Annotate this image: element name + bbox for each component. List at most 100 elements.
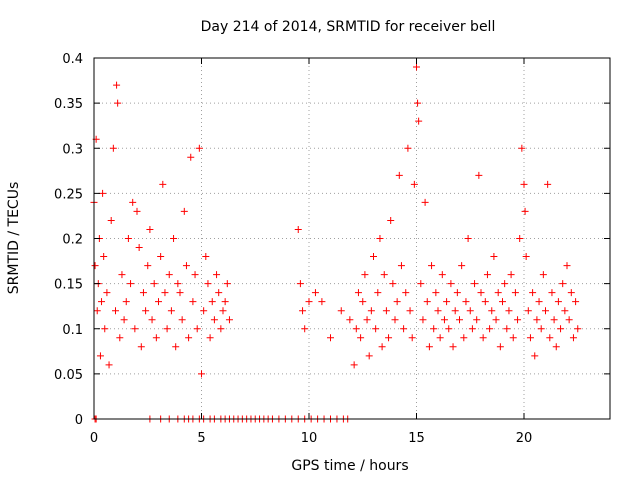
data-point — [423, 298, 431, 306]
data-point — [499, 298, 506, 306]
data-point — [380, 271, 388, 279]
data-point — [187, 153, 195, 161]
data-point — [430, 325, 438, 333]
data-point — [139, 289, 147, 297]
data-point — [554, 298, 562, 306]
data-point — [374, 289, 382, 297]
data-point — [529, 289, 537, 297]
data-point — [471, 280, 479, 288]
data-point — [198, 370, 205, 378]
data-point — [557, 325, 565, 333]
data-points — [90, 63, 582, 423]
data-point — [509, 334, 517, 342]
data-point — [395, 171, 403, 179]
data-point — [365, 352, 373, 360]
data-point — [440, 316, 448, 324]
data-point — [445, 325, 453, 333]
data-point — [346, 316, 354, 324]
data-point — [378, 343, 386, 351]
data-point — [337, 307, 345, 315]
data-point — [327, 334, 334, 342]
x-tick-label: 20 — [516, 431, 533, 446]
data-point — [105, 361, 113, 369]
data-point — [225, 316, 233, 324]
data-point — [391, 316, 399, 324]
data-point — [122, 298, 130, 306]
x-tick-label: 0 — [90, 431, 98, 446]
data-point — [174, 280, 182, 288]
data-point — [363, 316, 371, 324]
axis-ticks: 0 0.05 0.1 0.15 0.2 0.25 0.3 0.35 0.4 0 5 10 15 20 — [54, 52, 610, 446]
data-point — [406, 307, 414, 315]
data-point — [99, 189, 107, 197]
data-point — [456, 316, 463, 324]
data-point — [434, 307, 442, 315]
data-point — [217, 325, 225, 333]
data-point — [428, 262, 436, 270]
data-point — [299, 307, 307, 315]
data-point — [550, 316, 558, 324]
data-point — [370, 253, 377, 261]
data-point — [185, 334, 193, 342]
data-point — [511, 289, 519, 297]
chart-title: Day 214 of 2014, SRMTID for receiver bel… — [201, 19, 496, 35]
data-point — [516, 235, 524, 242]
y-tick-label: 0 — [75, 413, 83, 428]
data-point — [93, 307, 101, 315]
y-tick-label: 0.25 — [54, 187, 83, 202]
data-point — [176, 289, 184, 297]
data-point — [507, 271, 515, 279]
data-point — [542, 307, 549, 315]
data-point — [468, 325, 476, 333]
data-point — [91, 262, 99, 270]
data-point — [518, 144, 526, 152]
data-point — [163, 325, 171, 333]
data-point — [219, 307, 227, 315]
data-point — [109, 144, 117, 152]
data-point — [114, 99, 122, 107]
data-point — [127, 280, 135, 288]
data-point — [133, 207, 141, 215]
data-point — [567, 289, 575, 297]
data-point — [447, 280, 455, 288]
data-point — [191, 271, 199, 279]
data-point — [546, 334, 554, 342]
data-point — [161, 289, 169, 297]
data-point — [180, 207, 188, 215]
data-point — [367, 307, 375, 315]
y-tick-label: 0.2 — [62, 233, 83, 248]
data-point — [98, 298, 106, 306]
data-point — [112, 307, 119, 315]
data-point — [451, 307, 459, 315]
data-point — [305, 298, 313, 306]
data-point — [182, 262, 190, 270]
data-point — [170, 235, 178, 242]
data-point — [466, 307, 474, 315]
data-point — [488, 307, 496, 315]
data-point — [215, 289, 223, 297]
data-point — [436, 334, 444, 342]
data-point — [410, 180, 418, 188]
data-point — [397, 262, 405, 270]
y-tick-label: 0.1 — [62, 323, 83, 338]
data-point — [124, 235, 132, 242]
data-point — [438, 271, 446, 279]
data-point — [113, 81, 121, 89]
data-point — [490, 253, 498, 261]
y-tick-label: 0.3 — [62, 142, 83, 157]
data-point — [402, 289, 410, 297]
data-point — [505, 307, 513, 315]
data-point — [479, 334, 487, 342]
data-point — [481, 298, 489, 306]
data-point — [544, 180, 552, 188]
data-point — [501, 280, 509, 288]
data-point — [533, 316, 541, 324]
data-point — [100, 253, 108, 261]
data-point — [213, 271, 221, 279]
data-point — [492, 316, 500, 324]
data-point — [535, 298, 543, 306]
grid-lines — [94, 58, 610, 419]
data-point — [152, 334, 160, 342]
y-tick-label: 0.4 — [62, 52, 83, 67]
data-point — [425, 343, 433, 351]
